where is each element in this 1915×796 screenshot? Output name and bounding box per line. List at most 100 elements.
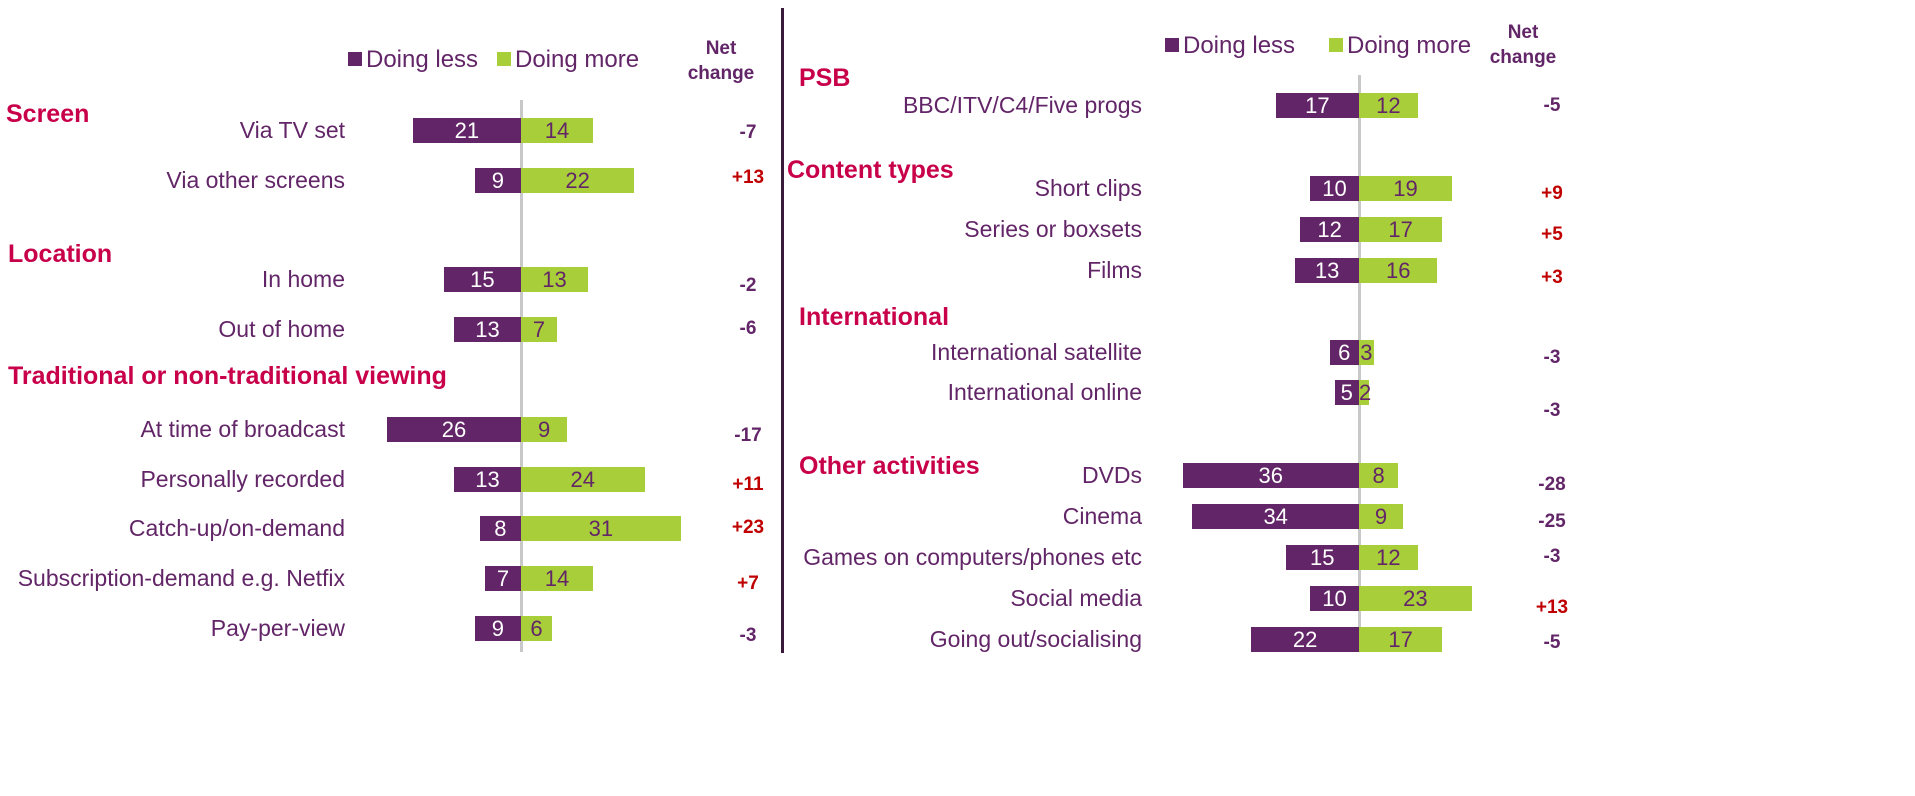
row-label: International satellite [931, 339, 1142, 365]
net-label: -17 [734, 425, 762, 446]
bar-label: 13 [475, 467, 500, 492]
bar-label: 17 [1305, 93, 1330, 118]
bar-more [1359, 504, 1404, 529]
bar-less [474, 168, 521, 193]
bar-label: 8 [1372, 463, 1385, 488]
legend-swatch [348, 52, 362, 66]
group-title: Screen [6, 100, 90, 128]
net-label: -3 [1543, 347, 1561, 368]
bar-label: 9 [491, 616, 504, 641]
bar-label: 6 [530, 616, 543, 641]
bar-label: 17 [1388, 217, 1413, 242]
bar-less [474, 616, 521, 641]
bar-less [1192, 504, 1359, 529]
bar-more [1359, 176, 1453, 201]
row-label: BBC/ITV/C4/Five progs [902, 92, 1142, 118]
legend-label: Doing more [515, 46, 640, 73]
bar-more [1359, 380, 1369, 405]
bar-more [1359, 586, 1472, 611]
bar-less [443, 267, 521, 292]
bar-label: 13 [1314, 258, 1340, 283]
row-label: Subscription-demand e.g. Netfix [17, 565, 345, 591]
bar-less [1310, 176, 1359, 201]
row-label: Social media [1010, 585, 1142, 611]
net-title: Net change [687, 38, 755, 84]
bar-label: 22 [565, 168, 590, 193]
bar-label: 10 [1322, 586, 1347, 611]
bar-less [412, 118, 521, 143]
bar-label: 36 [1258, 463, 1284, 488]
group-title: Content types [787, 156, 954, 184]
bar-label: 16 [1385, 258, 1411, 283]
bar-less [479, 516, 521, 541]
bar-label: 14 [544, 566, 570, 591]
bar-label: 3 [1360, 340, 1373, 365]
row-label: Going out/socialising [929, 626, 1142, 652]
bar-less [1285, 545, 1359, 570]
bar-label: 26 [441, 417, 467, 442]
net-label: -3 [1543, 400, 1561, 421]
row-label: Out of home [218, 316, 345, 342]
bar-label: 2 [1359, 380, 1372, 405]
net-label: -2 [739, 275, 757, 296]
bar-label: 14 [544, 118, 570, 143]
bar-label: 13 [542, 267, 567, 292]
row-label: Personally recorded [140, 466, 345, 492]
bar-label: 23 [1403, 586, 1428, 611]
net-label: -25 [1538, 511, 1566, 532]
net-label: +13 [1535, 597, 1569, 618]
bar-less [1295, 258, 1359, 283]
bar-label: 15 [470, 267, 495, 292]
net-label: -7 [739, 122, 757, 143]
bar-label: 22 [1292, 627, 1318, 652]
bar-more [521, 467, 645, 492]
group-title: Traditional or non-traditional viewing [8, 362, 447, 390]
row-label: International online [947, 379, 1142, 405]
row-label: DVDs [1081, 462, 1142, 488]
bar-more [521, 516, 681, 541]
group-title: Other activities [799, 452, 980, 480]
row-label: Series or boxsets [964, 216, 1142, 242]
legend-swatch [1165, 38, 1179, 52]
bar-label: 6 [1338, 340, 1351, 365]
row-label: Via other screens [166, 167, 345, 193]
bar-label: 12 [1317, 217, 1342, 242]
axis-line [520, 100, 523, 652]
bar-more [521, 317, 558, 342]
row-label: Short clips [1034, 175, 1142, 201]
legend-label: Doing less [1183, 32, 1296, 59]
bar-less [1334, 380, 1359, 405]
bar-more [521, 566, 594, 591]
row-label: Catch-up/on-demand [128, 515, 345, 541]
bar-label: 8 [494, 516, 507, 541]
bar-more [521, 267, 588, 292]
bar-label: 7 [532, 317, 546, 342]
bar-more [521, 118, 594, 143]
net-label: +7 [737, 573, 759, 594]
net-label: +23 [731, 517, 765, 538]
bar-label: 19 [1393, 176, 1418, 201]
bar-less [484, 566, 521, 591]
row-label: Cinema [1062, 503, 1142, 529]
net-label: +3 [1541, 267, 1563, 288]
group-title: PSB [799, 64, 851, 92]
bar-more [521, 168, 635, 193]
bar-more [1359, 463, 1399, 488]
bar-less [1310, 586, 1359, 611]
bar-less [1251, 627, 1359, 652]
net-label: +13 [731, 167, 765, 188]
row-label: Via TV set [239, 117, 345, 143]
row-label: In home [261, 266, 345, 292]
bar-label: 34 [1263, 504, 1288, 529]
bar-less [454, 467, 521, 492]
bar-less [1329, 340, 1359, 365]
bar-label: 31 [588, 516, 614, 541]
bar-label: 9 [1374, 504, 1388, 529]
net-label: -3 [739, 625, 757, 646]
legend-swatch [497, 52, 511, 66]
bar-label: 13 [475, 317, 500, 342]
bar-label: 24 [570, 467, 596, 492]
bar-label: 10 [1322, 176, 1347, 201]
row-label: Pay-per-view [210, 615, 345, 641]
